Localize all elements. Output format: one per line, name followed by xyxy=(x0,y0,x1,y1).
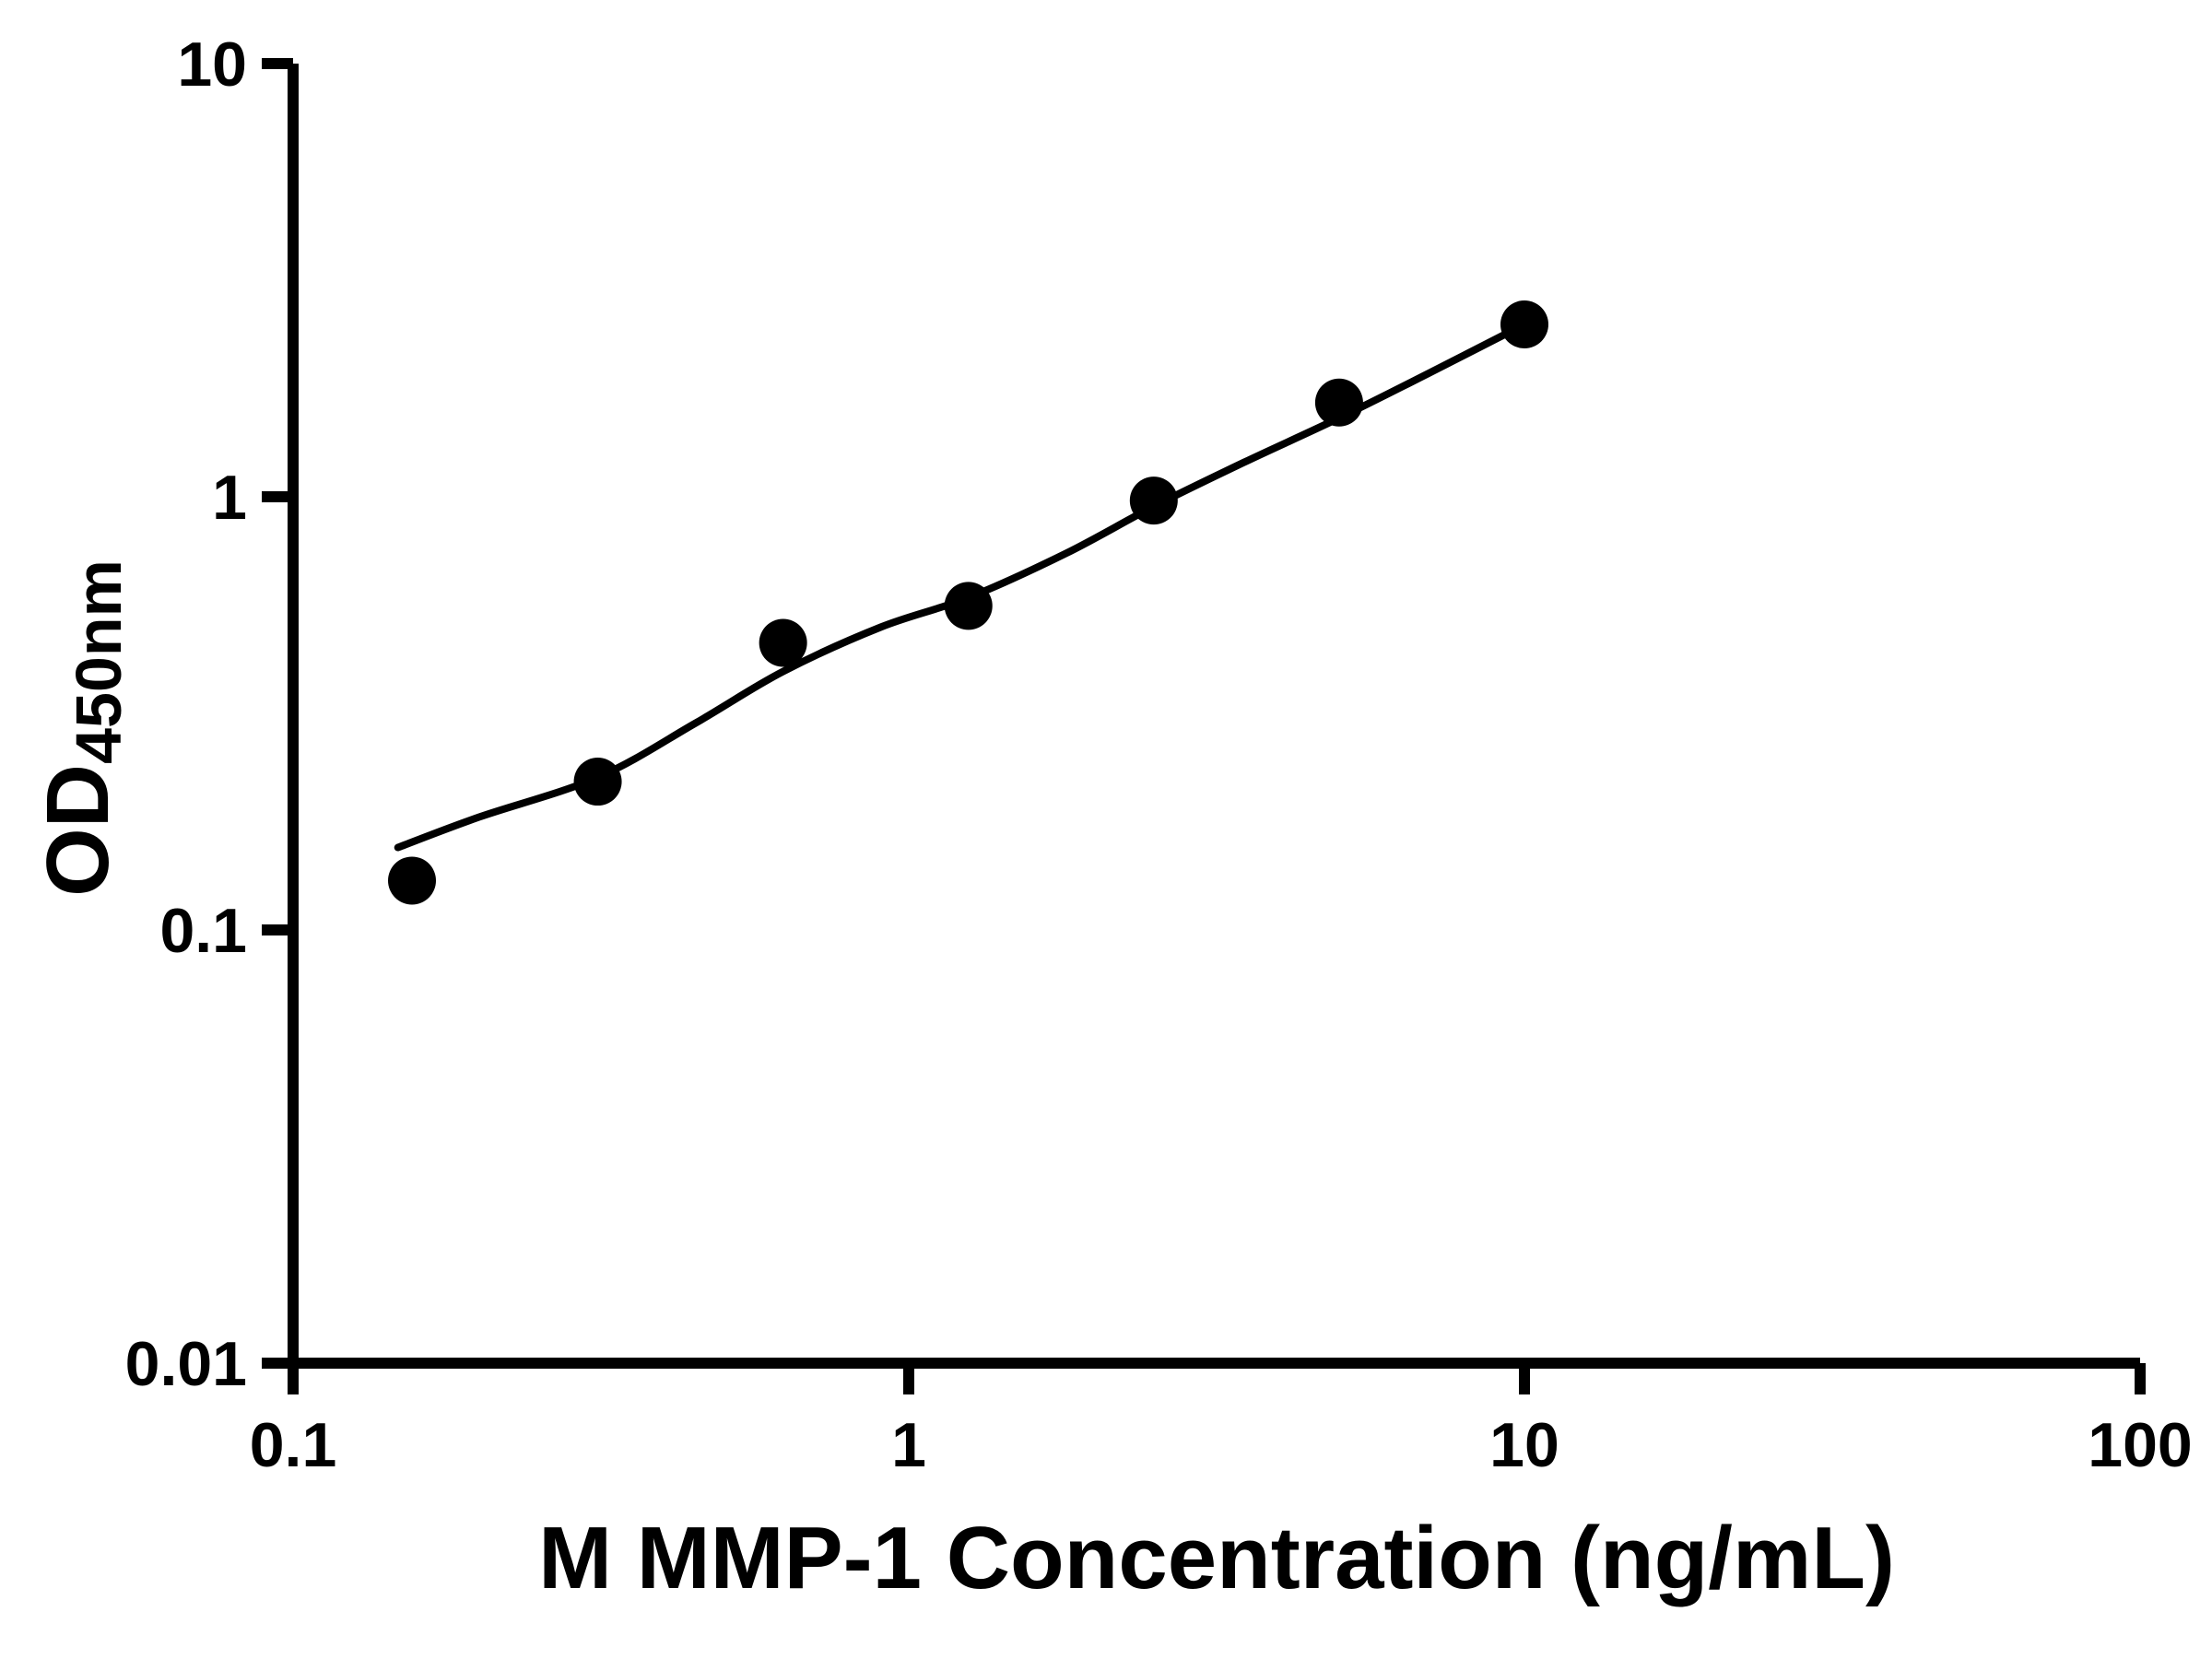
x-tick-label: 0.1 xyxy=(250,1410,337,1480)
y-tick-label: 0.1 xyxy=(159,896,247,966)
data-point xyxy=(573,758,622,806)
y-tick-label: 10 xyxy=(177,29,247,100)
data-point xyxy=(1129,477,1178,525)
data-point xyxy=(1314,378,1363,427)
x-axis-title: M MMP-1 Concentration (ng/mL) xyxy=(538,1509,1895,1607)
data-point xyxy=(759,618,807,667)
y-tick-label: 0.01 xyxy=(125,1329,247,1399)
data-point xyxy=(1500,300,1548,348)
x-tick-label: 1 xyxy=(891,1410,926,1480)
y-axis-title-main: OD xyxy=(29,763,127,897)
x-tick-label: 10 xyxy=(1489,1410,1559,1480)
y-axis-title: OD450nm xyxy=(28,559,135,897)
x-tick-label: 100 xyxy=(2088,1410,2192,1480)
axis-lines xyxy=(288,64,2140,1369)
y-tick-label: 1 xyxy=(212,463,247,533)
data-point xyxy=(944,582,993,630)
data-point xyxy=(388,856,437,905)
y-axis-title-subscript: 450nm xyxy=(63,559,135,764)
